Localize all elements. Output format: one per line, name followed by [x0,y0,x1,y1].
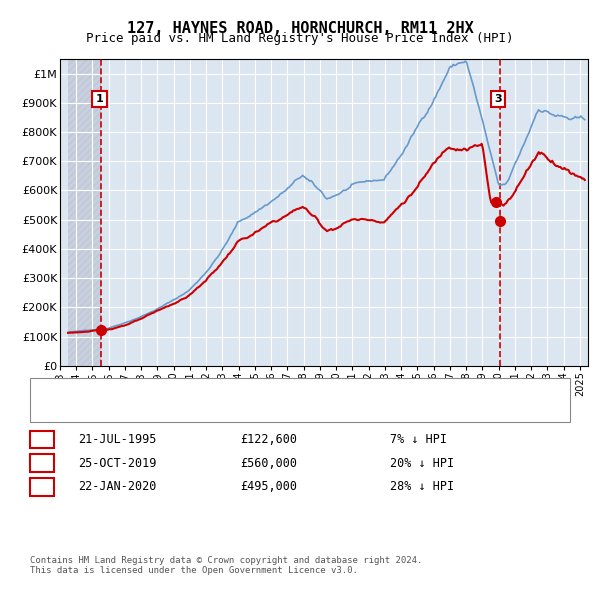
Text: 1: 1 [96,94,104,104]
Text: Price paid vs. HM Land Registry's House Price Index (HPI): Price paid vs. HM Land Registry's House … [86,32,514,45]
Text: 3: 3 [38,480,46,493]
Text: 3: 3 [494,94,502,104]
Text: 7% ↓ HPI: 7% ↓ HPI [390,433,447,446]
Text: £495,000: £495,000 [240,480,297,493]
Text: 1: 1 [38,433,46,446]
Text: 25-OCT-2019: 25-OCT-2019 [78,457,157,470]
Bar [68,59,101,366]
Text: £122,600: £122,600 [240,433,297,446]
Text: 20% ↓ HPI: 20% ↓ HPI [390,457,454,470]
Text: ——: —— [48,381,73,394]
Text: Contains HM Land Registry data © Crown copyright and database right 2024.
This d: Contains HM Land Registry data © Crown c… [30,556,422,575]
Text: ——: —— [48,401,73,414]
Bar [68,59,101,366]
Text: 21-JUL-1995: 21-JUL-1995 [78,433,157,446]
Text: 22-JAN-2020: 22-JAN-2020 [78,480,157,493]
Text: 2: 2 [38,457,46,470]
Text: £560,000: £560,000 [240,457,297,470]
Text: 28% ↓ HPI: 28% ↓ HPI [390,480,454,493]
Text: 127, HAYNES ROAD, HORNCHURCH, RM11 2HX (detached house): 127, HAYNES ROAD, HORNCHURCH, RM11 2HX (… [93,383,437,392]
Text: HPI: Average price, detached house, Havering: HPI: Average price, detached house, Have… [93,402,368,412]
Text: 127, HAYNES ROAD, HORNCHURCH, RM11 2HX: 127, HAYNES ROAD, HORNCHURCH, RM11 2HX [127,21,473,35]
